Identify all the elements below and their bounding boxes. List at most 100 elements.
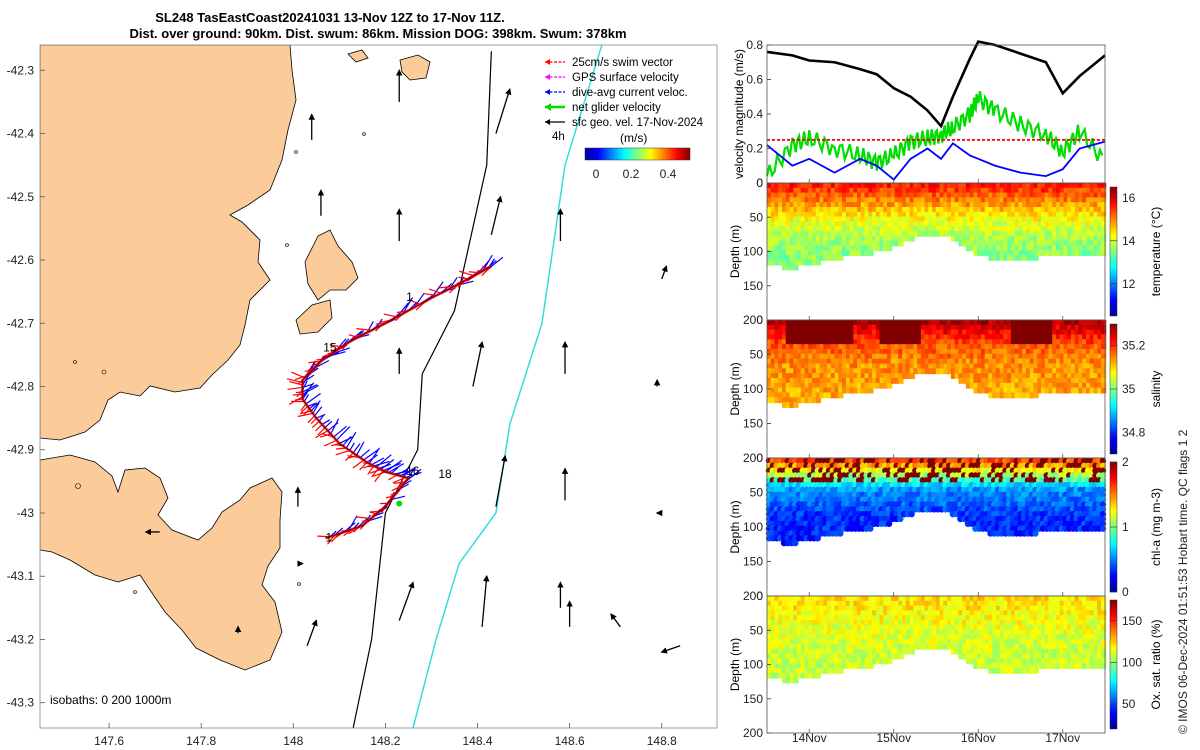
salinity-panel-cell	[1101, 320, 1107, 326]
temperature-panel-cell	[973, 235, 979, 242]
temperature-panel-cell	[969, 240, 975, 247]
salinity-panel-cell	[800, 397, 807, 404]
oxygen-panel-cell	[857, 658, 863, 665]
temperature-panel-cell	[853, 192, 859, 199]
temperature-panel-cell	[793, 221, 799, 228]
temperature-panel-cell	[1059, 202, 1065, 208]
temperature-panel-cell	[917, 183, 923, 189]
salinity-panel-cell	[947, 339, 953, 346]
salinity-panel-cell	[1010, 320, 1017, 326]
salinity-panel-cell	[1007, 363, 1013, 370]
temperature-panel-cell	[1052, 245, 1058, 252]
chla-sample	[908, 510, 915, 518]
temperature-panel-cell	[1067, 221, 1073, 228]
temperature-panel-cell	[1063, 183, 1069, 189]
temperature-panel-cell	[1097, 250, 1103, 256]
oxygen-panel-cell	[804, 624, 810, 631]
salinity-panel-cell	[917, 324, 923, 331]
salinity-panel-cell	[782, 324, 788, 331]
temperature-panel-cell	[823, 221, 829, 228]
salinity-panel-cell	[815, 353, 822, 360]
salinity-panel-cell	[1093, 329, 1099, 336]
temperature-panel-cell	[1029, 250, 1035, 256]
chla-sample	[1032, 530, 1039, 537]
salinity-panel-cell	[1101, 344, 1107, 350]
temperature-panel-cell	[947, 216, 953, 223]
salinity-panel-cell	[1003, 368, 1009, 375]
temperature-panel-cell	[973, 221, 979, 228]
oxygen-panel-cell	[853, 615, 859, 621]
oxygen-panel-cell	[785, 596, 792, 602]
salinity-panel-cell	[988, 392, 994, 399]
temperature-panel-cell	[984, 197, 990, 204]
temperature-panel-cell	[1044, 206, 1050, 213]
salinity-panel-cell	[924, 324, 930, 331]
oxygen-panel-cell	[890, 610, 897, 617]
temperature-panel-cell	[789, 235, 795, 242]
salinity-panel-cell	[1078, 382, 1084, 389]
temperature-panel-cell	[838, 187, 844, 194]
chla-panel-ytick-label: 200	[743, 589, 763, 603]
temperature-panel-cell	[954, 183, 960, 189]
temperature-panel-cell	[984, 202, 990, 208]
salinity-panel-cell	[1025, 358, 1032, 365]
temperature-panel-cell	[883, 221, 889, 228]
oxygen-panel-cell	[827, 619, 833, 626]
oxygen-panel-cell	[894, 624, 900, 631]
temperature-panel-cell	[770, 259, 777, 266]
temperature-panel-cell	[995, 183, 1002, 189]
temperature-panel-cell	[819, 250, 825, 256]
oxygen-panel-cell	[789, 634, 795, 641]
oxygen-panel-cell	[887, 624, 893, 631]
oxygen-panel-cell	[800, 643, 807, 650]
oxygen-panel-cell	[830, 634, 837, 641]
temperature-panel-cell	[1070, 202, 1077, 208]
salinity-panel-cell	[980, 377, 987, 384]
temperature-panel-cell	[950, 216, 957, 223]
temperature-panel-cell	[977, 206, 983, 213]
salinity-panel-cell	[1101, 382, 1107, 389]
salinity-panel-cell	[917, 339, 923, 346]
salinity-panel-cell	[977, 348, 983, 355]
salinity-panel-cell	[932, 358, 938, 365]
temperature-panel-cell	[860, 187, 867, 194]
temperature-panel-cell	[879, 187, 885, 194]
temperature-panel-cell	[1078, 192, 1084, 199]
salinity-panel-cell	[883, 353, 889, 360]
temperature-panel-cell	[999, 240, 1005, 247]
temperature-panel-cell	[1063, 226, 1069, 232]
salinity-panel-cell	[785, 358, 792, 365]
temperature-panel-cell	[1033, 235, 1039, 242]
oxygen-panel-cell	[890, 629, 897, 636]
temperature-panel-cell	[1048, 235, 1054, 242]
salinity-panel-cell	[872, 363, 878, 370]
temperature-panel-cell	[812, 216, 818, 223]
temperature-panel-cell	[1007, 254, 1013, 261]
salinity-panel-cell	[1037, 344, 1043, 350]
salinity-panel-cell	[767, 382, 773, 389]
salinity-panel-cell	[1093, 373, 1099, 379]
temperature-panel-cell	[969, 221, 975, 228]
oxygen-panel-cell	[845, 600, 852, 607]
salinity-panel-cell	[868, 344, 874, 350]
oxygen-panel-cell	[770, 663, 777, 669]
oxygen-panel-cell	[819, 619, 825, 626]
oxygen-panel-cell	[774, 605, 780, 612]
oxygen-panel-cell	[789, 663, 795, 669]
temperature-panel-cell	[830, 206, 837, 213]
temperature-panel-cell	[845, 245, 852, 252]
temperature-panel-cell	[1052, 206, 1058, 213]
oxygen-panel-cell	[823, 615, 829, 621]
salinity-panel-cell	[965, 377, 972, 384]
temperature-panel-cell	[1059, 192, 1065, 199]
salinity-panel-cell	[864, 363, 870, 370]
temperature-panel-cell	[1085, 226, 1092, 232]
salinity-panel-cell	[1033, 392, 1039, 399]
temperature-panel-cell	[800, 202, 807, 208]
temperature-panel-cbar-label: 12	[1122, 277, 1136, 291]
salinity-panel-cell	[1059, 368, 1065, 375]
surface-velocity-arrow	[398, 581, 415, 621]
temperature-panel-cell	[782, 254, 788, 261]
salinity-panel-cell	[804, 377, 810, 384]
temperature-panel-cell	[1014, 245, 1020, 252]
